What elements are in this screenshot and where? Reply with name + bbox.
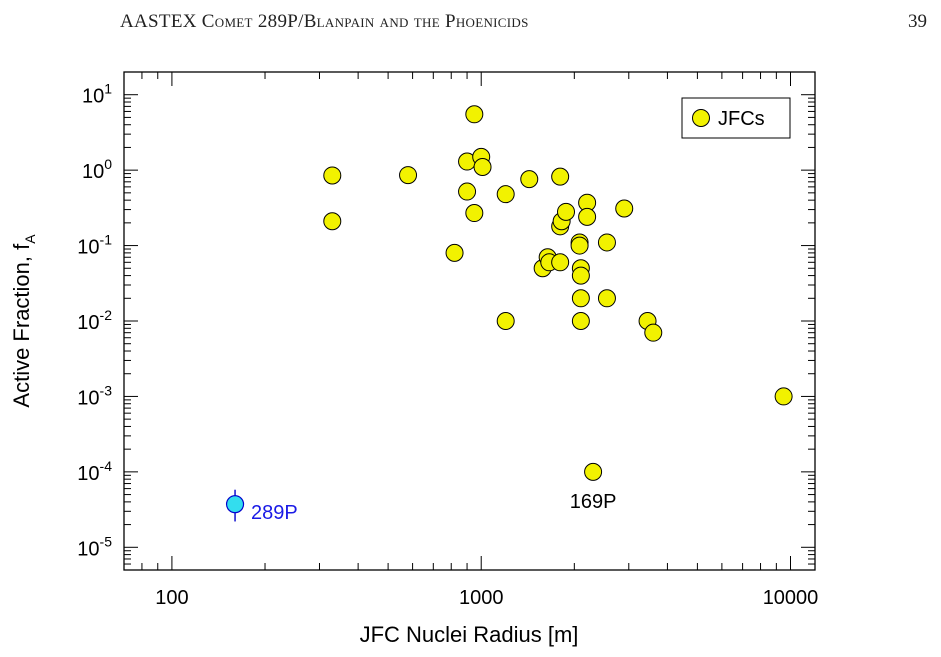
legend: JFCs (681, 97, 791, 139)
y-axis-label-main: Active Fraction, f (9, 243, 34, 408)
y-tick-label: 10-3 (77, 382, 112, 409)
axis-ticks (123, 71, 815, 570)
jfc-data-point (597, 289, 616, 308)
jfc-data-point (578, 207, 597, 226)
jfc-data-point (445, 243, 464, 262)
jfc-data-point (473, 158, 492, 177)
jfc-data-point (465, 204, 484, 223)
jfc-data-point (323, 212, 342, 231)
jfc-data-point (570, 236, 589, 255)
jfc-data-point (571, 289, 590, 308)
jfc-data-point (615, 199, 634, 218)
y-tick-label: 10-4 (77, 458, 112, 485)
jfc-data-point (551, 167, 570, 186)
x-tick-label: 100 (155, 587, 188, 609)
running-head: AASTEX Comet 289P/Blanpain and the Phoen… (0, 0, 941, 40)
jfc-data-point (597, 233, 616, 252)
plot-frame (123, 71, 816, 571)
jfc-data-point (774, 387, 793, 406)
y-axis-label: Active Fraction, fA (9, 234, 38, 408)
running-head-title: AASTEX Comet 289P/Blanpain and the Phoen… (120, 11, 529, 32)
jfc-data-point (458, 182, 477, 201)
jfc-data-point (571, 312, 590, 330)
data-point-289p (225, 495, 245, 514)
x-tick-label: 1000 (459, 587, 504, 609)
jfc-data-point (496, 185, 515, 204)
plot-area (123, 71, 816, 571)
jfc-data-point (323, 166, 342, 185)
legend-label: JFCs (718, 108, 765, 130)
data-points (225, 105, 793, 522)
jfc-data-point (465, 105, 484, 124)
annotation-289p: 289P (251, 502, 298, 524)
jfc-data-point (644, 323, 663, 342)
y-axis-label-subscript: A (22, 234, 38, 244)
jfc-data-point (584, 462, 603, 481)
y-tick-label: 10-1 (77, 232, 112, 259)
y-tick-label: 10-5 (77, 533, 112, 560)
jfc-data-point (571, 266, 590, 285)
annotation-169p: 169P (570, 491, 617, 513)
y-tick-label: 100 (82, 156, 112, 183)
x-axis-label: JFC Nuclei Radius [m] (360, 622, 579, 647)
y-tick-label: 101 (82, 81, 112, 108)
jfc-data-point (520, 170, 539, 189)
jfc-data-point (551, 253, 570, 272)
jfc-data-point (557, 202, 576, 221)
jfc-data-point (496, 312, 515, 330)
y-tick-label: 10-2 (77, 307, 112, 334)
jfc-data-point (399, 166, 418, 185)
annotations: 289P 169P (251, 491, 616, 524)
x-tick-label: 10000 (763, 587, 819, 609)
page-number: 39 (908, 11, 927, 32)
legend-marker (692, 109, 710, 127)
tick-labels: 100 1000 10000 10-5 10-4 10-3 10-2 10-1 100 101 (77, 81, 818, 609)
